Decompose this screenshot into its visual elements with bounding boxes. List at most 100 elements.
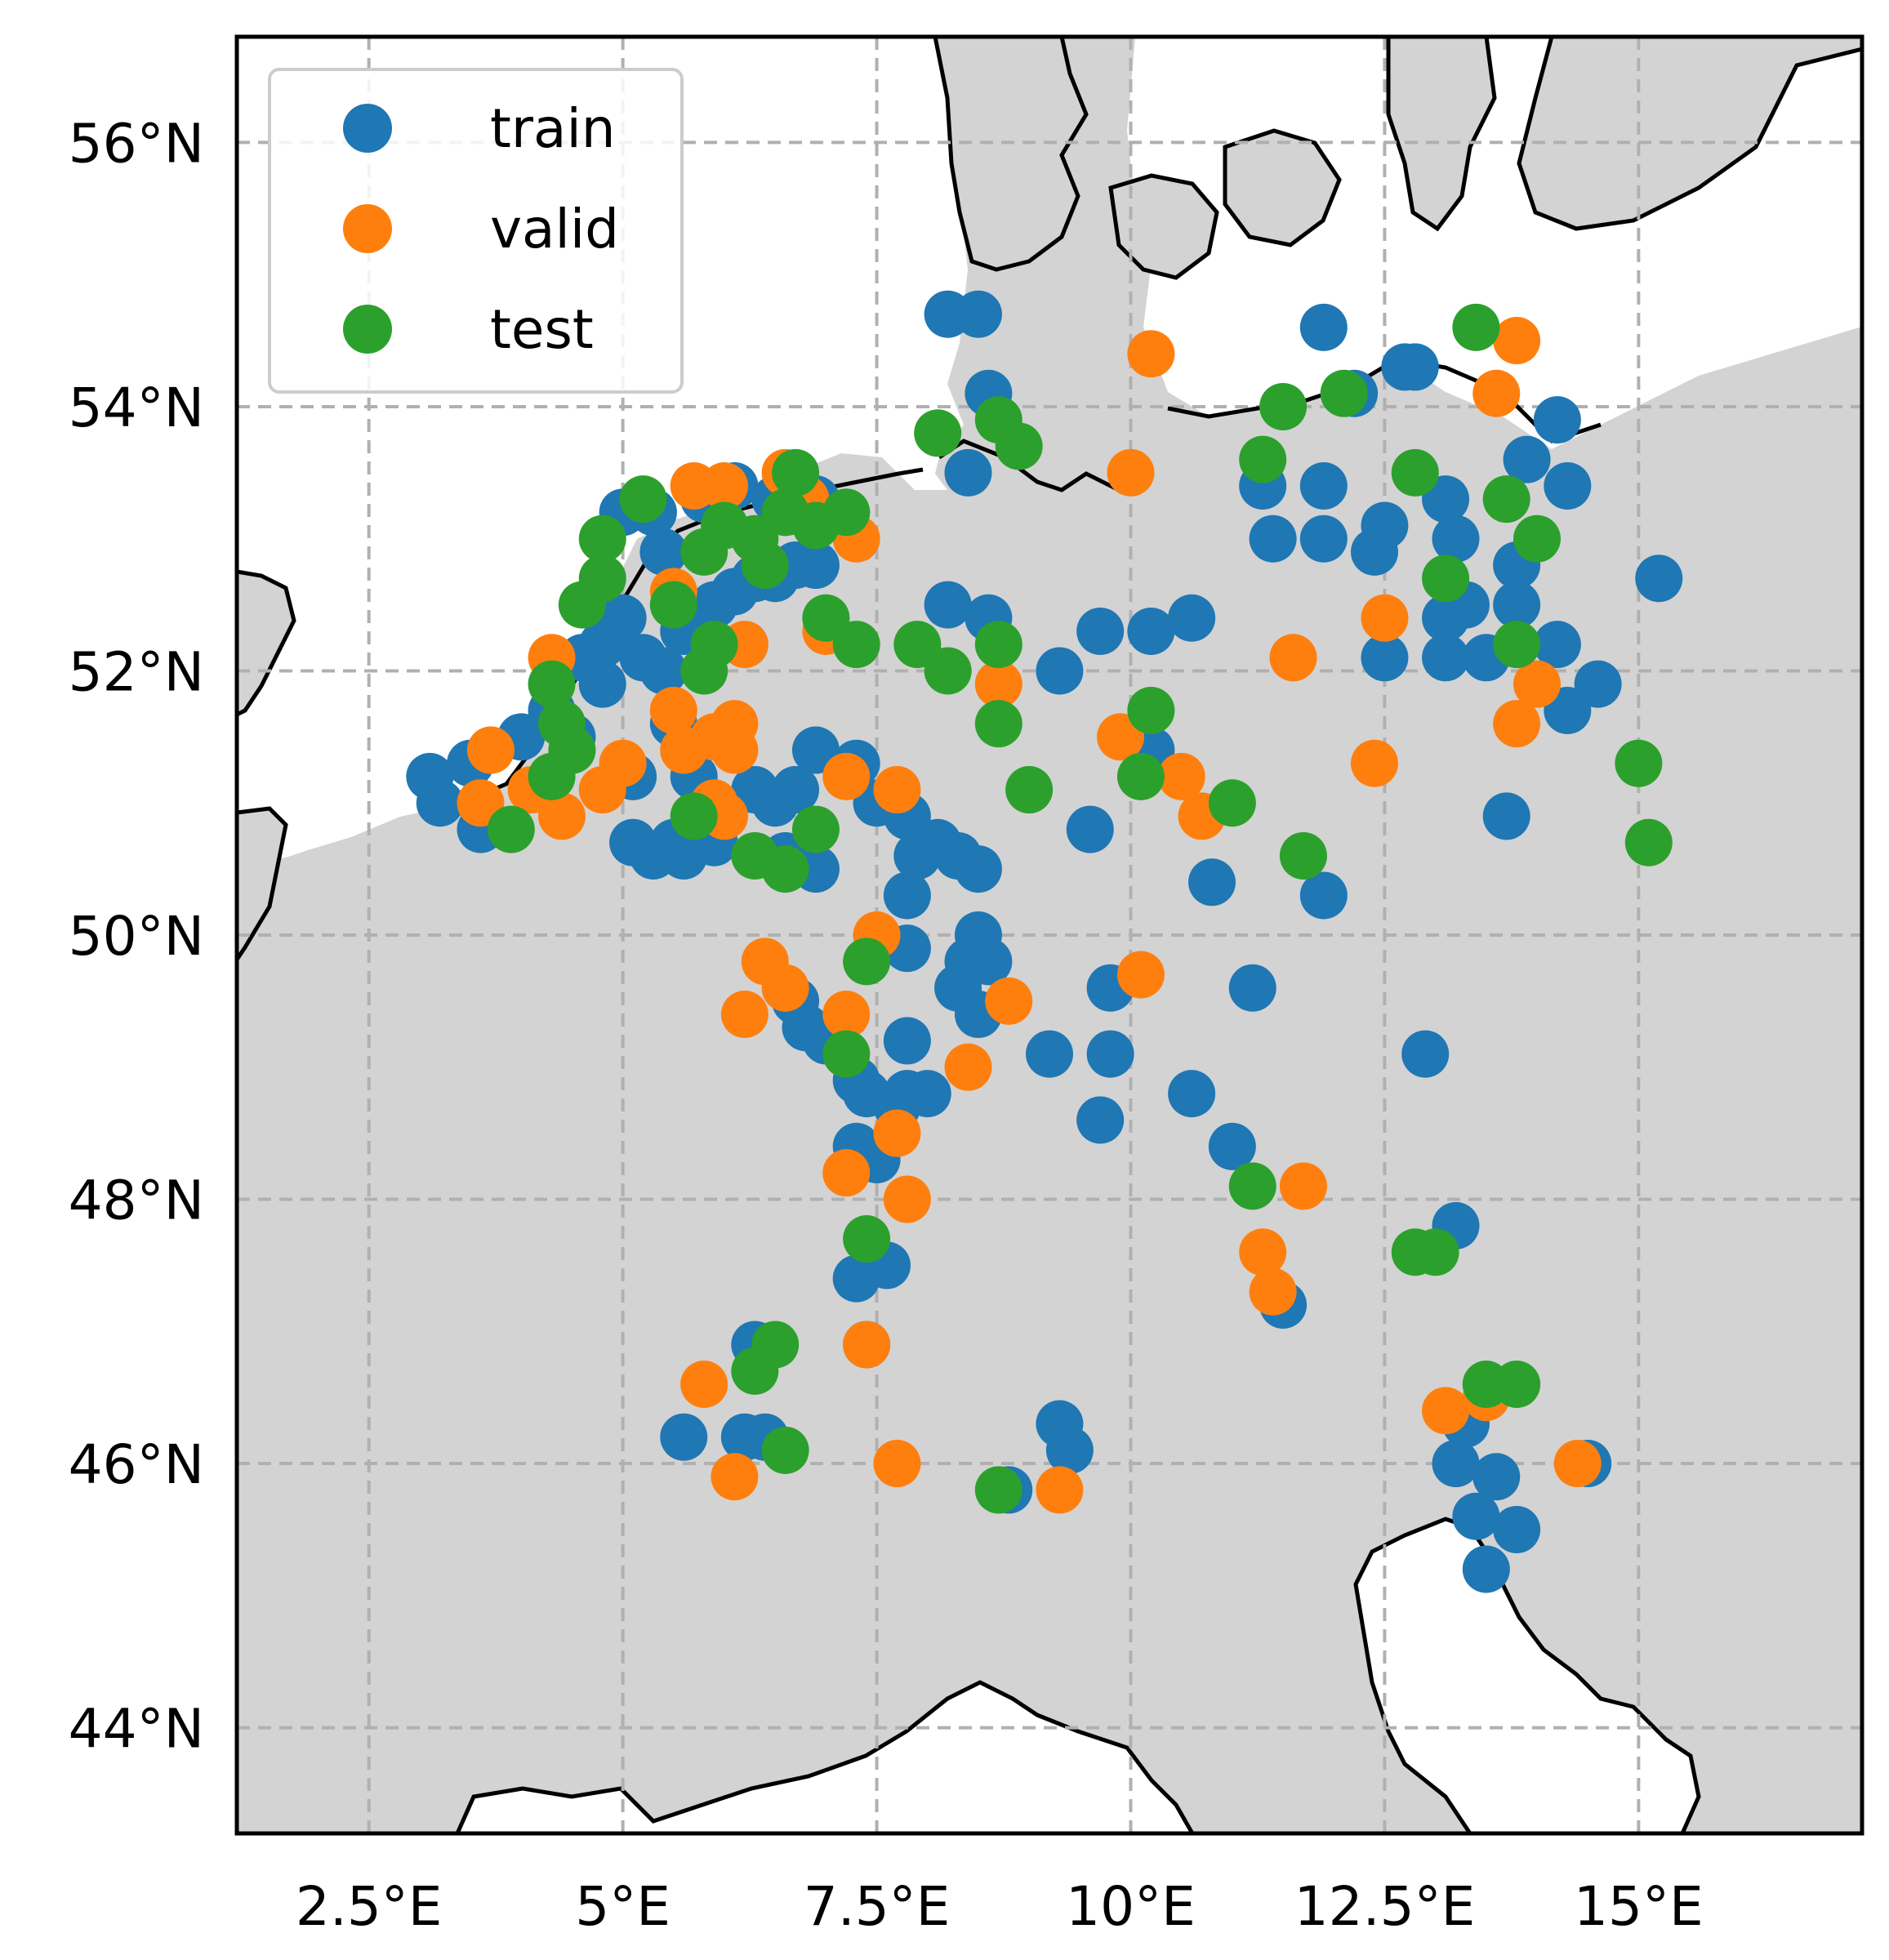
legend: train valid test (268, 68, 684, 394)
data-point-valid (1493, 317, 1541, 365)
data-point-valid (1107, 448, 1155, 497)
data-point-test (690, 621, 738, 669)
data-point-valid (974, 660, 1022, 708)
data-point-train (1462, 1545, 1510, 1593)
data-point-valid (720, 991, 769, 1039)
data-point-train (1127, 607, 1175, 655)
data-point-train (772, 766, 820, 814)
y-tick-label: 52°N (69, 640, 204, 703)
x-tick-label: 15°E (1574, 1875, 1704, 1938)
data-point-test (1411, 1228, 1459, 1276)
data-point-train (1066, 805, 1114, 853)
data-point-test (974, 1466, 1022, 1514)
data-point-valid (822, 991, 871, 1039)
data-point-train (578, 660, 626, 708)
data-point-valid (843, 1321, 891, 1369)
data-point-valid (680, 1361, 728, 1408)
data-point-valid (1249, 1267, 1297, 1316)
sjaelland-island (1223, 128, 1342, 247)
coastline-baltic (1167, 357, 1602, 443)
data-point-test (914, 409, 962, 457)
jutland (933, 37, 1089, 272)
data-point-train (1381, 343, 1429, 391)
data-point-test (974, 621, 1022, 669)
data-point-valid (822, 1149, 871, 1197)
data-point-train (1168, 1070, 1216, 1118)
data-point-valid (1513, 660, 1561, 708)
data-point-valid (1116, 951, 1165, 999)
data-point-test (578, 514, 626, 563)
sweden-east (1517, 37, 1862, 231)
data-point-train (1299, 871, 1348, 920)
data-point-test (528, 752, 576, 800)
data-point-test (1493, 1361, 1541, 1408)
data-point-train (1076, 607, 1125, 655)
data-point-test (528, 660, 576, 708)
data-point-train (1432, 514, 1480, 563)
data-point-train (416, 779, 464, 827)
data-point-valid (1553, 1440, 1602, 1488)
x-tick-label: 12.5°E (1294, 1875, 1476, 1938)
data-point-valid (1269, 634, 1317, 682)
data-point-train (1086, 1030, 1134, 1078)
data-point-train (1422, 634, 1470, 682)
data-point-test (761, 845, 809, 893)
data-point-train (1635, 555, 1683, 603)
legend-marker-valid (343, 204, 392, 253)
sweden-coast (1386, 37, 1497, 232)
data-point-test (791, 805, 840, 853)
data-point-train (1228, 964, 1276, 1012)
data-point-train (1036, 647, 1084, 695)
data-point-valid (1239, 1228, 1287, 1276)
legend-marker-train (343, 104, 392, 153)
data-point-train (791, 541, 840, 590)
data-point-test (1391, 448, 1439, 497)
data-point-valid (466, 726, 515, 774)
data-point-train (1168, 594, 1216, 642)
data-point-train (1503, 435, 1551, 483)
y-tick-label: 54°N (69, 376, 204, 439)
data-point-valid (873, 1109, 921, 1157)
legend-label-train: train (490, 97, 616, 160)
data-point-test (1208, 779, 1256, 827)
data-point-test (1422, 555, 1470, 603)
data-point-train (1026, 1030, 1073, 1078)
data-point-test (1239, 435, 1287, 483)
data-point-test (1482, 475, 1530, 523)
data-point-test (649, 581, 697, 629)
data-point-valid (873, 1440, 921, 1488)
data-point-train (1533, 621, 1581, 669)
data-point-valid (711, 1453, 759, 1501)
data-point-valid (1127, 330, 1175, 378)
legend-label-test: test (490, 298, 594, 361)
data-point-test (1615, 739, 1663, 787)
data-point-test (741, 541, 789, 590)
data-point-valid (538, 792, 586, 840)
data-point-valid (1422, 1387, 1470, 1435)
coastline-de (938, 439, 1120, 492)
data-point-valid (873, 766, 921, 814)
data-point-valid (649, 687, 697, 734)
data-point-test (670, 792, 718, 840)
data-point-train (1574, 660, 1622, 708)
data-point-test (1624, 818, 1673, 866)
data-point-valid (1472, 369, 1521, 417)
data-point-test (751, 1321, 800, 1369)
data-point-valid (599, 739, 647, 787)
data-point-test (924, 647, 972, 695)
data-point-train (1544, 462, 1592, 510)
data-point-valid (985, 977, 1033, 1025)
data-point-test (1279, 831, 1327, 880)
x-tick-label: 7.5°E (804, 1875, 951, 1938)
data-point-test (772, 448, 820, 497)
data-point-train (954, 290, 1002, 338)
data-point-valid (1157, 752, 1205, 800)
data-point-train (1401, 1030, 1450, 1078)
data-point-test (843, 1215, 891, 1263)
data-point-train (1299, 303, 1348, 351)
data-point-train (1299, 514, 1348, 563)
y-tick-label: 50°N (69, 905, 204, 968)
data-point-train (1452, 1492, 1500, 1540)
data-point-train (599, 594, 647, 642)
data-point-valid (1361, 594, 1409, 642)
